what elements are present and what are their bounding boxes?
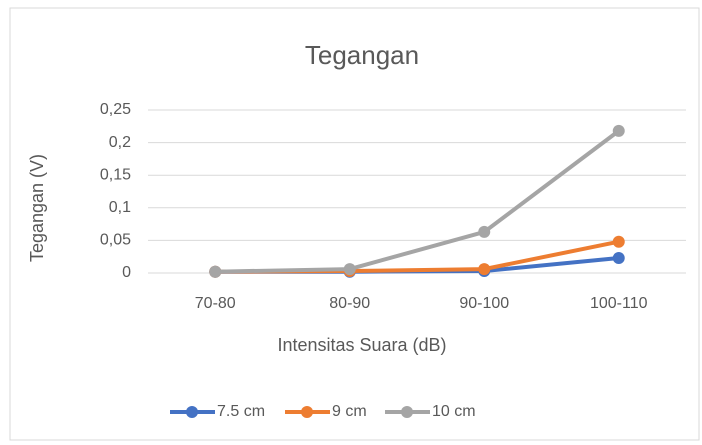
x-tick-label: 90-100 [459, 295, 509, 312]
y-tick-label: 0,15 [100, 166, 131, 183]
point [612, 124, 625, 137]
point [612, 235, 625, 248]
y-tick-label: 0 [122, 264, 131, 281]
point [612, 252, 625, 265]
legend-marker [301, 406, 313, 418]
legend-marker [401, 406, 413, 418]
legend-label: 7.5 cm [217, 403, 265, 420]
legend-marker [186, 406, 198, 418]
point [209, 265, 222, 278]
chart-title: Tegangan [305, 40, 419, 70]
point [343, 263, 356, 276]
y-axis-label: Tegangan (V) [27, 154, 47, 262]
chart-border [9, 7, 700, 441]
point [478, 225, 491, 238]
x-axis-label: Intensitas Suara (dB) [277, 335, 446, 355]
point [478, 263, 491, 276]
y-tick-label: 0,25 [100, 101, 131, 118]
series-line [215, 129, 620, 274]
x-tick-label: 70-80 [195, 295, 236, 312]
x-tick-label: 100-110 [590, 295, 648, 312]
x-tick-label: 80-90 [329, 295, 370, 312]
legend-label: 10 cm [432, 403, 476, 420]
y-tick-label: 0,2 [109, 134, 131, 151]
legend-label: 9 cm [332, 403, 367, 420]
y-tick-label: 0,1 [109, 199, 131, 216]
y-tick-label: 0,05 [100, 232, 131, 249]
